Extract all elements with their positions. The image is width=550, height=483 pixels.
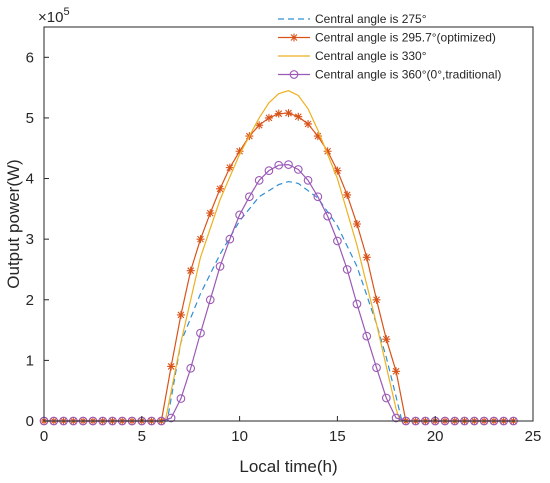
data-point	[382, 335, 391, 344]
data-point	[362, 331, 372, 341]
data-point	[313, 192, 323, 202]
data-point	[392, 367, 401, 376]
series-3	[44, 90, 514, 422]
data-point	[254, 176, 264, 185]
data-point	[304, 119, 313, 128]
x-tick-label: 5	[138, 428, 146, 445]
legend-label: Central angle is 360°(0°,traditional)	[315, 68, 501, 82]
data-point	[166, 413, 176, 423]
legend-item: Central angle is 275°	[278, 12, 427, 26]
plot-background	[44, 27, 533, 421]
data-point	[274, 109, 283, 118]
legend-item: Central angle is 330°	[278, 49, 427, 63]
data-point	[264, 113, 273, 122]
data-point	[225, 163, 234, 172]
data-point	[176, 310, 185, 319]
data-point	[342, 265, 352, 274]
data-point	[289, 70, 299, 79]
data-point	[216, 184, 225, 193]
legend-label: Central angle is 330°	[315, 49, 427, 63]
data-point	[186, 266, 195, 275]
data-point	[205, 295, 215, 305]
data-point	[294, 112, 303, 121]
legend: Central angle is 275° Central angle is 29…	[278, 12, 501, 82]
y-tick-label: 1	[26, 352, 34, 369]
data-point	[313, 132, 322, 141]
data-point	[333, 236, 342, 246]
x-tick-label: 10	[231, 428, 248, 445]
data-point	[196, 328, 205, 338]
data-point	[264, 166, 274, 176]
data-point	[215, 262, 225, 271]
series-line	[44, 180, 514, 422]
x-axis-label: Local time(h)	[239, 457, 337, 476]
data-point	[323, 147, 332, 156]
data-point	[290, 33, 298, 42]
data-point	[293, 165, 303, 174]
data-point	[186, 363, 196, 373]
y-tick-label: 0	[26, 413, 34, 430]
data-point	[225, 234, 235, 244]
y-ticks: 0 1 2 3 4 5 6	[26, 49, 49, 430]
data-point	[167, 362, 176, 371]
data-point	[343, 190, 352, 199]
data-point	[372, 363, 381, 373]
y-tick-label: 2	[26, 292, 34, 309]
data-point	[381, 393, 391, 403]
data-point	[284, 160, 293, 169]
legend-label: Central angle is 275°	[315, 12, 427, 26]
data-point	[206, 209, 215, 218]
data-point	[372, 295, 381, 304]
data-point	[303, 176, 313, 185]
series-1	[44, 180, 514, 422]
y-axis-label: Output power(W)	[4, 159, 23, 288]
data-point	[235, 147, 244, 156]
y-tick-label: 5	[26, 110, 34, 127]
data-point	[352, 299, 362, 309]
x-tick-label: 15	[329, 428, 346, 445]
y-tick-label: 6	[26, 49, 34, 66]
x-tick-label: 25	[525, 428, 542, 445]
series-line	[44, 90, 514, 422]
legend-label: Central angle is 295.7°(optimized)	[315, 31, 496, 45]
data-point	[391, 413, 401, 423]
data-point	[245, 192, 254, 202]
data-point	[352, 220, 361, 228]
data-point	[333, 166, 342, 175]
y-multiplier-label: ×105	[38, 6, 70, 26]
legend-item: Central angle is 295.7°(optimized)	[278, 31, 496, 45]
data-point	[176, 394, 186, 403]
data-point	[323, 211, 332, 221]
y-tick-label: 4	[26, 171, 34, 188]
y-tick-label: 3	[26, 231, 34, 248]
x-tick-label: 20	[427, 428, 444, 445]
data-point	[274, 160, 284, 170]
data-point	[235, 210, 244, 220]
x-tick-label: 0	[40, 428, 48, 445]
x-ticks: 0 5 10 15 20 25	[40, 416, 542, 445]
data-point	[255, 121, 264, 130]
data-point	[362, 253, 371, 262]
data-point	[284, 109, 293, 118]
data-point	[196, 235, 205, 244]
legend-item: Central angle is 360°(0°,traditional)	[278, 68, 501, 82]
